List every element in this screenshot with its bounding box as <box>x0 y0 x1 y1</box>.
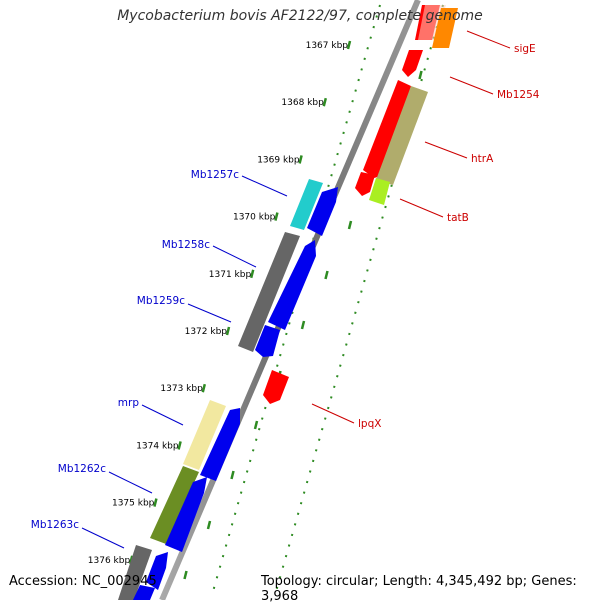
tick-label: 1371 kbp <box>209 270 252 280</box>
gene-arrow-sige-light <box>418 5 446 40</box>
label-lpqX: lpqX <box>358 418 381 430</box>
major-tick-mark <box>298 155 303 164</box>
major-tick-mark <box>177 441 182 450</box>
tick-label: 1372 kbp <box>185 327 228 337</box>
gene-arrow-mb1263c-tail[interactable] <box>133 585 155 600</box>
gene-arrow-mb1254[interactable] <box>432 8 458 48</box>
reverse-strand-genes <box>118 179 338 600</box>
gene-arrow-red-small[interactable] <box>355 172 375 196</box>
label-mb1259c: Mb1259c <box>137 295 185 307</box>
major-tick-mark <box>274 212 279 221</box>
major-tick-mark <box>322 97 328 107</box>
gene-arrow-mb1262c[interactable] <box>165 477 207 552</box>
tick-label: 1369 kbp <box>257 155 300 165</box>
inner-major-tick-mark <box>347 220 353 230</box>
major-tick-mark <box>346 40 352 50</box>
tick-label: 1368 kbp <box>281 98 324 108</box>
leader-mrp <box>141 404 184 426</box>
tick-label: 1373 kbp <box>160 384 203 394</box>
gene-arrow-mb1259c[interactable] <box>255 325 280 357</box>
label-htrA: htrA <box>471 153 494 165</box>
label-mb1257c: Mb1257c <box>191 169 239 181</box>
label-sigE: sigE <box>514 43 536 55</box>
leader-mb1259c <box>187 303 232 323</box>
forward-gene-labels: sigE Mb1254 htrA tatB lpqX <box>358 43 540 430</box>
leader-mb1258c <box>212 245 257 268</box>
gene-arrow-mb1262c-olive[interactable] <box>150 466 199 544</box>
leader-mb1263c <box>81 527 125 549</box>
label-mb1262c: Mb1262c <box>58 463 106 475</box>
forward-strand-genes <box>263 5 458 404</box>
gene-arrow-mb1258c-grey[interactable] <box>238 232 300 352</box>
label-tatB: tatB <box>447 212 469 224</box>
tick-label: 1370 kbp <box>233 213 276 223</box>
reverse-gene-labels: Mb1257c Mb1258c Mb1259c mrp Mb1262c Mb12… <box>31 169 239 531</box>
leader-htrA <box>424 141 468 159</box>
inner-major-tick-mark <box>324 270 329 280</box>
label-mb1254: Mb1254 <box>497 89 540 101</box>
gene-arrow-mrp-yellow[interactable] <box>183 400 226 470</box>
major-tick-mark <box>201 383 207 393</box>
gene-arrow-fwd-small[interactable] <box>402 50 423 77</box>
accession-text: Accession: NC_002945 <box>9 574 157 589</box>
leader-mb1257c <box>241 175 288 197</box>
gene-arrow-lpqX[interactable] <box>263 370 289 404</box>
leader-mb1262c <box>108 471 153 494</box>
label-leader-lines <box>81 30 511 549</box>
kbp-tick-labels: 1367 kbp 1368 kbp 1369 kbp 1370 kbp 1371 kbp… <box>88 41 348 566</box>
tick-label: 1375 kbp <box>112 499 155 509</box>
leader-tatB <box>399 198 444 218</box>
inner-major-tick-mark <box>230 470 235 480</box>
gene-arrow-mb1258c[interactable] <box>268 240 316 330</box>
leader-mb1254 <box>449 76 494 95</box>
leader-lpqX <box>311 403 355 424</box>
gene-arrow-mrp[interactable] <box>200 408 240 481</box>
gene-arrow-mb1263c[interactable] <box>146 552 168 590</box>
label-mb1258c: Mb1258c <box>162 239 210 251</box>
inner-major-tick-mark <box>206 520 212 530</box>
gene-arrow-htrA-grey[interactable] <box>376 86 428 185</box>
inner-major-tick-mark <box>183 570 188 580</box>
major-tick-mark <box>249 269 255 279</box>
gene-arrow-mb1257c-cyan[interactable] <box>290 179 323 230</box>
label-mrp: mrp <box>118 397 140 409</box>
map-title: Mycobacterium bovis AF2122/97, complete … <box>117 8 483 24</box>
inner-major-tick-mark <box>253 420 259 430</box>
gene-arrow-tatB[interactable] <box>369 178 390 205</box>
gene-arrow-mb1263c-grey[interactable] <box>118 545 152 600</box>
label-mb1263c: Mb1263c <box>31 519 79 531</box>
tick-label: 1374 kbp <box>136 441 179 451</box>
gene-arrow-htrA[interactable] <box>363 80 411 178</box>
gene-arrow-mb1257c[interactable] <box>307 187 338 236</box>
inner-major-tick-mark <box>300 320 306 330</box>
leader-sigE <box>466 30 511 49</box>
major-tick-mark <box>225 326 231 336</box>
tick-label: 1367 kbp <box>306 41 349 51</box>
major-tick-mark <box>153 498 158 507</box>
inner-major-tick-mark <box>418 70 423 80</box>
tick-label: 1376 kbp <box>88 556 131 566</box>
